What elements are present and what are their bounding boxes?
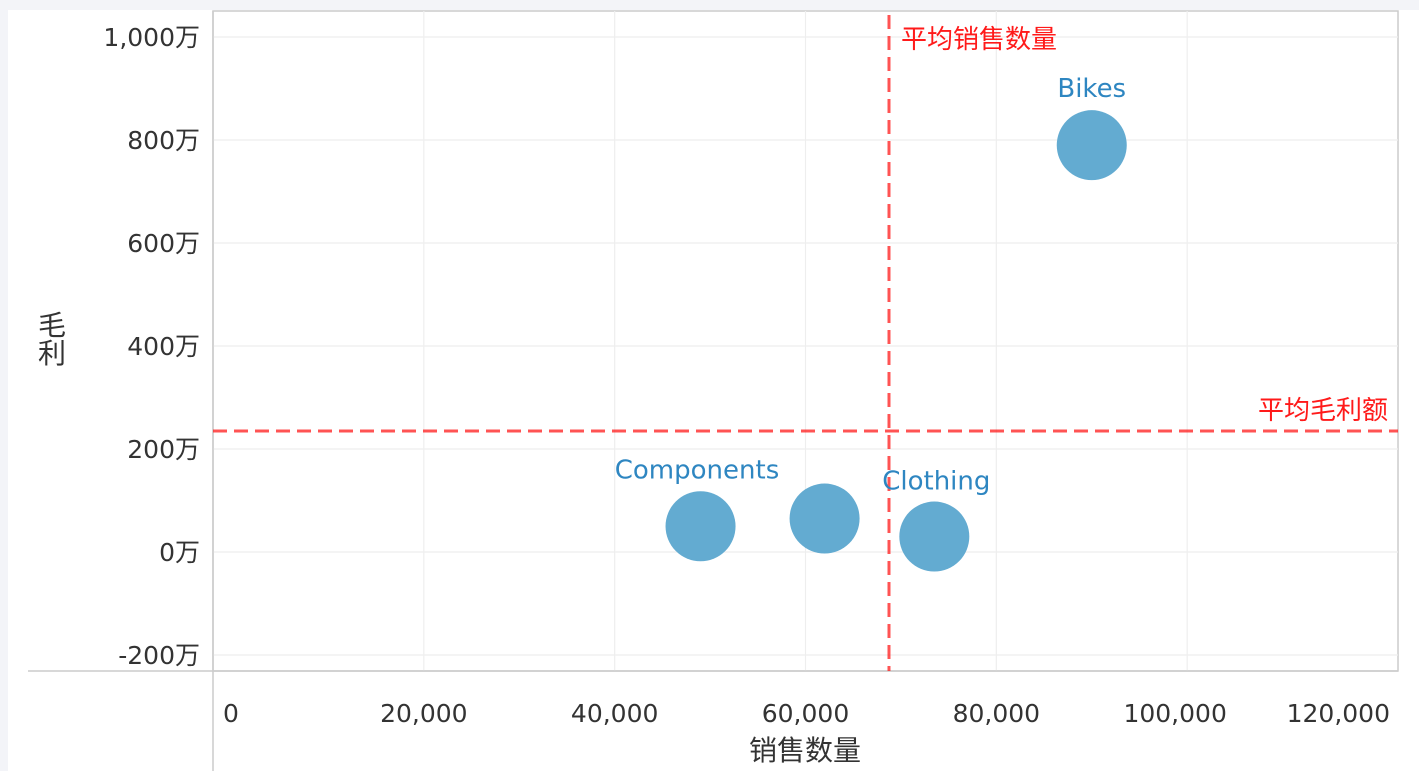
x-axis-title: 销售数量 — [749, 734, 861, 767]
y-tick-labels: 1,000万 800万 600万 400万 200万 0万 -200万 — [103, 23, 200, 670]
x-tick-labels: 0 20,000 40,000 60,000 80,000 100,000 120,000 — [223, 699, 1390, 728]
x-tick-label: 120,000 — [1287, 699, 1390, 728]
x-tick-label: 40,000 — [571, 699, 658, 728]
y-tick-label: 400万 — [127, 332, 200, 361]
scatter-chart: 1,000万 800万 600万 400万 200万 0万 -200万 0 20,000 40,… — [28, 10, 1399, 771]
data-point[interactable] — [789, 483, 860, 554]
y-tick-label: 800万 — [127, 126, 200, 155]
grid-lines — [213, 11, 1398, 671]
x-tick-label: 60,000 — [762, 699, 849, 728]
data-point[interactable] — [899, 501, 970, 572]
y-tick-label: 600万 — [127, 229, 200, 258]
data-point-label: Clothing — [882, 467, 990, 497]
x-tick-label: 80,000 — [953, 699, 1040, 728]
reference-label-y: 平均毛利额 — [1258, 396, 1388, 426]
x-tick-label: 20,000 — [380, 699, 467, 728]
y-tick-label: 200万 — [127, 435, 200, 464]
chart-panel: 1,000万 800万 600万 400万 200万 0万 -200万 0 20,000 40,… — [8, 10, 1419, 771]
reference-label-x: 平均销售数量 — [901, 25, 1057, 55]
axes — [28, 11, 1398, 771]
data-point-label: Components — [615, 455, 780, 485]
y-tick-label: 1,000万 — [103, 23, 200, 52]
x-tick-label: 0 — [223, 699, 239, 728]
data-points: Bikes Components Clothing — [615, 74, 1127, 572]
data-point-label: Bikes — [1057, 74, 1126, 104]
data-point[interactable] — [665, 491, 736, 562]
x-tick-label: 100,000 — [1123, 699, 1226, 728]
data-point[interactable] — [1056, 110, 1127, 181]
y-tick-label: 0万 — [159, 538, 200, 567]
y-axis-title: 毛利 — [38, 309, 66, 370]
y-tick-label: -200万 — [118, 641, 200, 670]
